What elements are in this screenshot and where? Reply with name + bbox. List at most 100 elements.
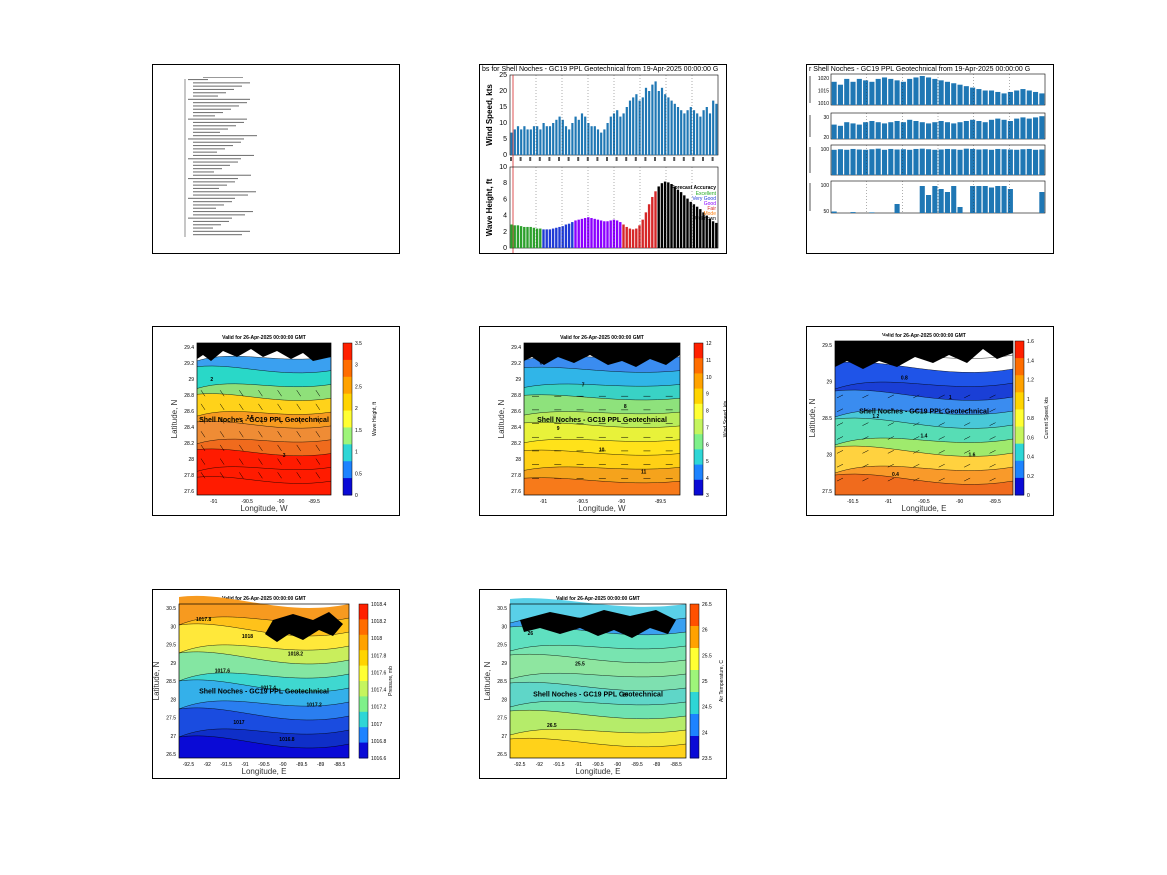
- y-tick-label: 28.2: [184, 441, 194, 447]
- colorbar-tick-label: 1018.2: [371, 619, 387, 625]
- contour-label: 1017: [233, 720, 244, 726]
- contour-line: [509, 738, 687, 748]
- colorbar-tick-label: 1016.6: [371, 756, 387, 762]
- colorbar-tick-label: 9: [706, 392, 709, 398]
- met-bar: [988, 187, 995, 213]
- contour-line: [834, 361, 1014, 373]
- wave-bar: [679, 192, 683, 248]
- colorbar-tick-label: 8: [706, 409, 709, 415]
- met-bar: [970, 186, 976, 213]
- colorbar-tick-label: 2.5: [355, 384, 362, 390]
- colorbar-tick-label: 7: [706, 425, 709, 431]
- vector-arrow: [836, 408, 844, 412]
- wind-bar: [513, 129, 516, 155]
- met-bar: [957, 149, 963, 175]
- summary-text-line: [193, 145, 233, 147]
- wind-direction-arrow: [510, 157, 512, 161]
- y-tick-label: 28.5: [166, 679, 176, 685]
- met-bar: [926, 195, 932, 213]
- met-bar: [963, 121, 969, 139]
- wind-bar: [622, 113, 625, 155]
- contour-label: 1: [949, 395, 952, 401]
- vector-arrow: [219, 458, 225, 465]
- summary-text-line: [193, 88, 234, 90]
- wave-bar: [583, 218, 587, 248]
- air-temperature-map-panel: Valid for 26-Apr-2025 00:00:00 GMT 26 25.5…: [479, 589, 727, 779]
- wind-ytick: 10: [499, 120, 507, 127]
- wave-bar: [673, 186, 676, 248]
- contour-line: [523, 449, 681, 456]
- y-tick-label: 26.5: [497, 752, 507, 758]
- x-tick-label: -91: [575, 762, 582, 768]
- vector-arrow: [296, 444, 301, 452]
- y-tick-label: 29: [501, 661, 507, 667]
- wave-bar: [702, 212, 705, 248]
- wave-bar: [644, 212, 648, 248]
- colorbar-segment: [343, 427, 352, 445]
- wave-bar: [641, 219, 644, 248]
- met-bar: [976, 149, 982, 175]
- site-label: Shell Noches - GC19 PPL Geotechnical: [533, 691, 663, 698]
- colorbar-segment: [694, 449, 703, 466]
- vector-arrow: [277, 458, 282, 465]
- vector-arrow: [989, 436, 996, 440]
- met-bar: [1033, 91, 1039, 105]
- contour-label: 11: [641, 469, 647, 475]
- colorbar-tick-label: 24: [702, 730, 708, 736]
- vector-arrow: [964, 422, 971, 426]
- colorbar-tick-label: 2: [355, 406, 358, 412]
- vector-arrow: [913, 450, 920, 454]
- vector-arrow: [964, 408, 971, 412]
- wave-bar: [708, 218, 712, 248]
- wind-bar: [510, 132, 513, 155]
- met-bar: [970, 148, 976, 175]
- met-bar: [1001, 119, 1007, 139]
- wind-bar: [699, 116, 702, 155]
- colorbar-segment: [343, 410, 352, 428]
- vector-arrow: [258, 403, 263, 411]
- wind-bar: [696, 113, 699, 155]
- x-axis-label: Longitude, E: [576, 767, 621, 776]
- wave-ytick: 10: [499, 164, 507, 171]
- colorbar-segment: [359, 711, 368, 728]
- wind-bar: [657, 91, 660, 155]
- wind-bar: [660, 87, 664, 155]
- contour-line: [523, 411, 681, 416]
- contour-label: 3: [283, 453, 286, 459]
- colorbar-tick-label: 0: [1027, 493, 1030, 499]
- colorbar-tick-label: 1016.8: [371, 739, 387, 745]
- colorbar-tick-label: 1: [355, 450, 358, 456]
- colorbar-segment: [343, 376, 352, 395]
- colorbar-frame: [689, 603, 700, 759]
- wave-ytick: 2: [503, 229, 507, 236]
- met-bar: [938, 189, 944, 213]
- vector-arrow: [989, 394, 996, 399]
- colorbar-segment: [1015, 375, 1024, 393]
- wave-bar: [548, 229, 552, 248]
- met-bar: [900, 81, 906, 105]
- summary-text-line: [188, 98, 250, 100]
- vector-arrow: [315, 444, 321, 452]
- x-tick-label: -90: [614, 762, 621, 768]
- contour-label: 1.2: [872, 414, 879, 420]
- colorbar-segment: [359, 634, 368, 651]
- met-bar: [881, 123, 888, 139]
- x-tick-label: -89.5: [309, 499, 321, 505]
- y-tick-label: 27.8: [184, 473, 194, 479]
- met-bar: [831, 124, 837, 139]
- colorbar-tick-label: 23.5: [702, 756, 712, 762]
- y-tick-label: 29.5: [497, 643, 507, 649]
- met-bar: [1007, 91, 1013, 105]
- colorbar-tick-label: 1: [1027, 397, 1030, 403]
- contour-line: [196, 383, 332, 389]
- contour-line: [523, 477, 681, 484]
- land-mass: [524, 343, 680, 367]
- met-bar: [982, 149, 988, 175]
- wave-bar: [599, 220, 603, 248]
- wave-bar: [705, 215, 708, 248]
- wave-bar: [574, 220, 577, 248]
- y-tick-label: 28.4: [511, 425, 521, 431]
- contour-label: 25.5: [575, 662, 585, 668]
- wind-bar: [564, 126, 568, 155]
- wave-ylabel: Wave Height, ft: [485, 178, 494, 236]
